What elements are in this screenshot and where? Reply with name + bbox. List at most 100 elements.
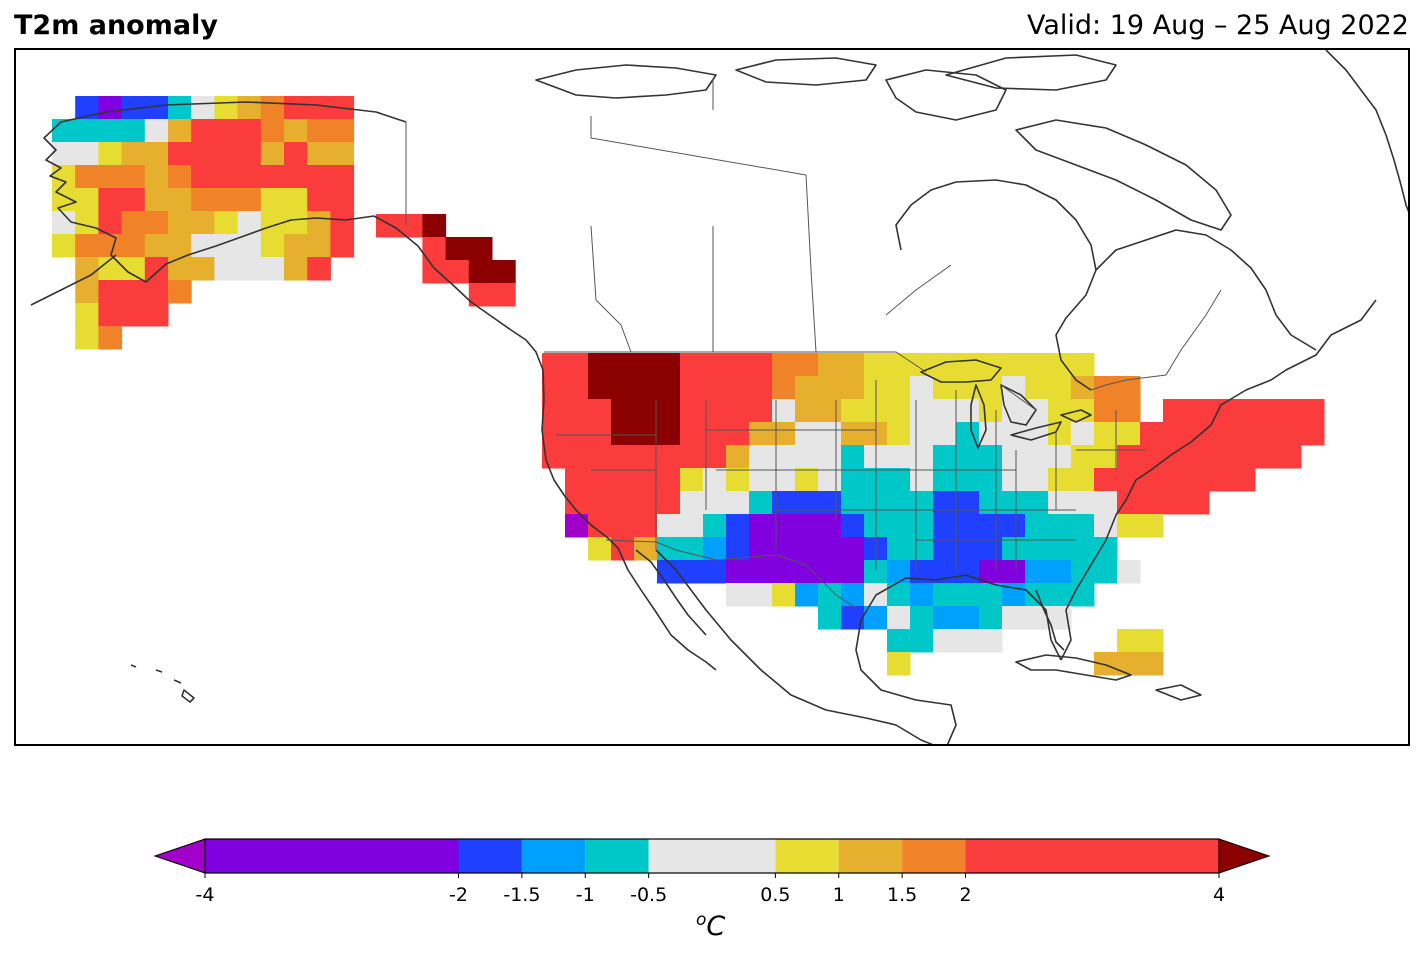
anomaly-cell: [492, 260, 516, 284]
anomaly-cell: [657, 353, 681, 377]
anomaly-cell: [1025, 514, 1049, 538]
anomaly-cell: [841, 606, 865, 630]
anomaly-cell: [1048, 445, 1072, 469]
anomaly-cell: [1209, 422, 1233, 446]
anomaly-cell: [168, 211, 192, 235]
anomaly-cell: [191, 96, 215, 120]
hispaniola-coastline: [1155, 684, 1202, 701]
anomaly-cell: [887, 514, 911, 538]
anomaly-cell: [121, 165, 146, 189]
anomaly-cell: [864, 606, 888, 630]
anomaly-cell: [1048, 491, 1072, 515]
anomaly-cell: [191, 257, 215, 281]
anomaly-cell: [98, 303, 123, 327]
anomaly-cell: [1163, 399, 1187, 423]
anomaly-cell: [1048, 560, 1072, 584]
anomaly-cell: [979, 514, 1003, 538]
anomaly-cell: [144, 142, 169, 166]
anomaly-cell: [887, 583, 911, 607]
anomaly-cell: [1117, 629, 1141, 653]
anomaly-cell: [1025, 491, 1049, 515]
anomaly-cell: [1140, 491, 1164, 515]
anomaly-cell: [214, 188, 239, 212]
anomaly-cell: [1048, 353, 1072, 377]
anomaly-cell: [818, 422, 842, 446]
anomaly-cell: [910, 353, 934, 377]
aleutian-coastline: [30, 254, 117, 306]
anomaly-cell: [841, 399, 865, 423]
anomaly-cell: [910, 514, 934, 538]
anomaly-cell: [121, 119, 146, 143]
colorbar-tick-label: -1: [575, 884, 595, 906]
anomaly-cell: [214, 257, 239, 281]
anomaly-map: [30, 50, 1408, 744]
anomaly-cell: [1140, 514, 1164, 538]
anomaly-cell: [818, 399, 842, 423]
anomaly-cell: [772, 514, 796, 538]
anomaly-cell: [284, 234, 308, 258]
anomaly-cell: [680, 445, 704, 469]
anomaly-cell: [887, 422, 911, 446]
anomaly-cell: [634, 399, 658, 423]
anomaly-cell: [887, 445, 911, 469]
anomaly-cell: [680, 399, 704, 423]
anomaly-cell: [144, 234, 169, 258]
anomaly-cell: [260, 211, 285, 235]
anomaly-cell: [795, 399, 819, 423]
anomaly-cell: [818, 514, 842, 538]
anomaly-cell: [144, 303, 169, 327]
anomaly-cell: [818, 353, 842, 377]
anomaly-cell: [98, 165, 123, 189]
anomaly-cell: [1117, 491, 1141, 515]
anomaly-cell: [307, 257, 331, 281]
anomaly-cell: [933, 422, 957, 446]
anomaly-cell: [1002, 537, 1026, 561]
anomaly-cell: [956, 606, 980, 630]
anomaly-cell: [284, 188, 308, 212]
anomaly-cell: [795, 468, 819, 492]
anomaly-cell: [910, 422, 934, 446]
anomaly-cell: [1071, 445, 1095, 469]
anomaly-cell: [841, 353, 865, 377]
anomaly-cell: [307, 188, 331, 212]
anomaly-cell: [749, 514, 773, 538]
anomaly-cell: [588, 353, 612, 377]
anomaly-cell: [1048, 583, 1072, 607]
anomaly-cell: [565, 514, 589, 538]
anomaly-cell: [680, 491, 704, 515]
anomaly-cell: [864, 560, 888, 584]
anomaly-cell: [237, 165, 262, 189]
anomaly-cell: [1301, 422, 1325, 446]
anomaly-cell: [214, 119, 239, 143]
anomaly-cell: [307, 142, 331, 166]
anomaly-cell: [121, 303, 146, 327]
anomaly-cell: [933, 629, 957, 653]
anomaly-cell: [168, 188, 192, 212]
anomaly-cell: [611, 537, 635, 561]
anomaly-cell: [864, 353, 888, 377]
anomaly-cell: [1278, 399, 1302, 423]
colorbar-tick-label: -1.5: [503, 884, 541, 906]
us-state-lines: [556, 380, 1146, 570]
anomaly-cell: [1278, 445, 1302, 469]
anomaly-cell: [1071, 537, 1095, 561]
colorbar-segment: [648, 839, 776, 873]
anomaly-cell: [680, 353, 704, 377]
anomaly-cell: [910, 491, 934, 515]
lake-michigan: [970, 384, 987, 449]
anomaly-cell: [956, 583, 980, 607]
anomaly-cell: [910, 629, 934, 653]
arctic-island-1: [535, 64, 717, 99]
anomaly-cell: [979, 606, 1003, 630]
anomaly-cell: [956, 560, 980, 584]
lake-ontario: [1060, 409, 1092, 423]
anomaly-cell: [1071, 583, 1095, 607]
colorbar-tick-label: -4: [195, 884, 215, 906]
anomaly-cell: [1094, 445, 1118, 469]
anomaly-cell: [956, 537, 980, 561]
anomaly-cell: [1278, 422, 1302, 446]
anomaly-cell: [260, 96, 285, 120]
anomaly-cell: [956, 491, 980, 515]
anomaly-cell: [1117, 652, 1141, 676]
anomaly-cell: [634, 514, 658, 538]
